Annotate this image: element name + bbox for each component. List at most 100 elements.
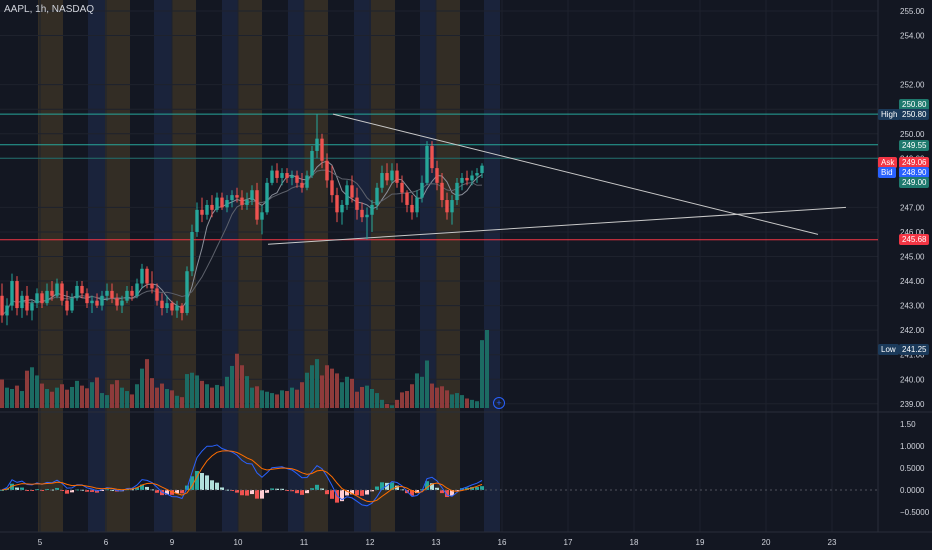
candle-body xyxy=(25,295,29,311)
macd-histogram-bar xyxy=(375,486,379,490)
volume-bar xyxy=(355,391,359,408)
candle-body xyxy=(420,182,424,198)
session-band xyxy=(484,0,500,532)
trendlines[interactable] xyxy=(267,113,847,245)
macd-tick-label: 0.5000 xyxy=(900,464,925,473)
volume-bar xyxy=(280,390,284,408)
candle-body xyxy=(215,197,219,210)
volume-bar xyxy=(300,382,304,408)
volume-bar xyxy=(385,403,389,408)
macd-histogram-bar xyxy=(240,490,244,496)
volume-bar xyxy=(375,393,379,408)
volume-bar xyxy=(0,379,4,408)
volume-bar xyxy=(415,373,419,408)
volume-bar xyxy=(270,393,274,408)
resistance-label: 249.55 xyxy=(899,139,930,151)
add-alert-icon[interactable]: + xyxy=(493,397,505,409)
candle-body xyxy=(345,185,349,205)
candle-body xyxy=(275,170,279,178)
candle-body xyxy=(335,195,339,213)
candle-body xyxy=(50,290,54,296)
volume-bar xyxy=(85,388,89,408)
time-tick-label: 17 xyxy=(564,538,573,547)
volume-bar xyxy=(110,384,114,408)
candle-body xyxy=(255,190,259,220)
bid-label: 248.90 xyxy=(899,166,930,178)
candle-body xyxy=(385,173,389,181)
candle-body xyxy=(100,295,104,306)
macd-histogram-bar xyxy=(235,490,239,493)
candle-body xyxy=(45,290,49,304)
volume-bar xyxy=(380,399,384,408)
macd-histogram-bar xyxy=(10,483,14,490)
price-tick-label: 241.00 xyxy=(900,351,925,360)
macd-tick-label: −0.5000 xyxy=(900,508,930,517)
volume-bar xyxy=(245,376,249,408)
volume-bar xyxy=(80,385,84,408)
volume-bar xyxy=(90,382,94,408)
candle-body xyxy=(230,195,234,201)
candle-body xyxy=(270,170,274,183)
session-band xyxy=(238,0,262,532)
ask-label: 249.06 xyxy=(899,157,930,168)
volume-bar xyxy=(365,385,369,408)
macd-histogram-bar xyxy=(245,490,249,496)
macd-histogram-bar xyxy=(360,490,364,496)
volume-bar xyxy=(450,394,454,408)
volume-bar xyxy=(60,384,64,408)
macd-histogram-bar xyxy=(20,487,24,490)
candle-body xyxy=(295,175,299,183)
candle-body xyxy=(220,197,224,208)
macd-histogram-bar xyxy=(390,482,394,490)
volume-bar xyxy=(50,391,54,408)
candle-body xyxy=(380,173,384,188)
time-tick-label: 19 xyxy=(696,538,705,547)
candle-body xyxy=(330,180,334,196)
time-tick-label: 10 xyxy=(234,538,243,547)
macd-histogram-bar xyxy=(340,490,344,502)
volume-bar xyxy=(195,375,199,408)
macd-histogram-bar xyxy=(315,484,319,490)
macd-histogram-bar xyxy=(85,490,89,492)
volume-bar xyxy=(455,393,459,408)
volume-bar xyxy=(25,370,29,408)
volume-bar xyxy=(460,395,464,408)
volume-bar xyxy=(435,387,439,408)
volume-bar xyxy=(315,359,319,408)
macd-histogram-bar xyxy=(175,490,179,494)
time-tick-label: 20 xyxy=(762,538,771,547)
macd-histogram-bar xyxy=(180,490,184,494)
volume-bar xyxy=(420,376,424,408)
symbol-title[interactable]: AAPL, 1h, NASDAQ xyxy=(4,4,95,15)
price-tick-label: 254.00 xyxy=(900,32,925,41)
macd-histogram-bar xyxy=(145,486,149,490)
volume-bar xyxy=(180,397,184,408)
candle-body xyxy=(370,204,374,215)
candle-body xyxy=(30,303,34,311)
macd-histogram-bar xyxy=(330,490,334,499)
volume-bar xyxy=(120,387,124,408)
macd-histogram-bar xyxy=(365,490,369,495)
candle-body xyxy=(325,160,329,181)
macd-histogram-bar xyxy=(65,490,69,494)
candle-body xyxy=(265,182,269,213)
volume-bar xyxy=(350,378,354,408)
volume-bar xyxy=(10,389,14,408)
macd-histogram-bar xyxy=(250,490,254,495)
price-tick-label: 244.00 xyxy=(900,277,925,286)
volume-bar xyxy=(100,393,104,408)
session-band xyxy=(371,0,395,532)
volume-bar xyxy=(260,390,264,408)
volume-bar xyxy=(175,395,179,408)
candle-body xyxy=(415,197,419,213)
volume-bar xyxy=(190,372,194,408)
volume-bar xyxy=(345,376,349,408)
price-tick-label: 250.00 xyxy=(900,130,925,139)
session-band xyxy=(436,0,460,532)
horizontal-levels xyxy=(0,113,878,241)
volume-bar xyxy=(310,365,314,408)
macd-histogram-bar xyxy=(470,487,474,490)
candle-body xyxy=(125,290,129,301)
last-price-label: 249.00 xyxy=(899,177,930,188)
